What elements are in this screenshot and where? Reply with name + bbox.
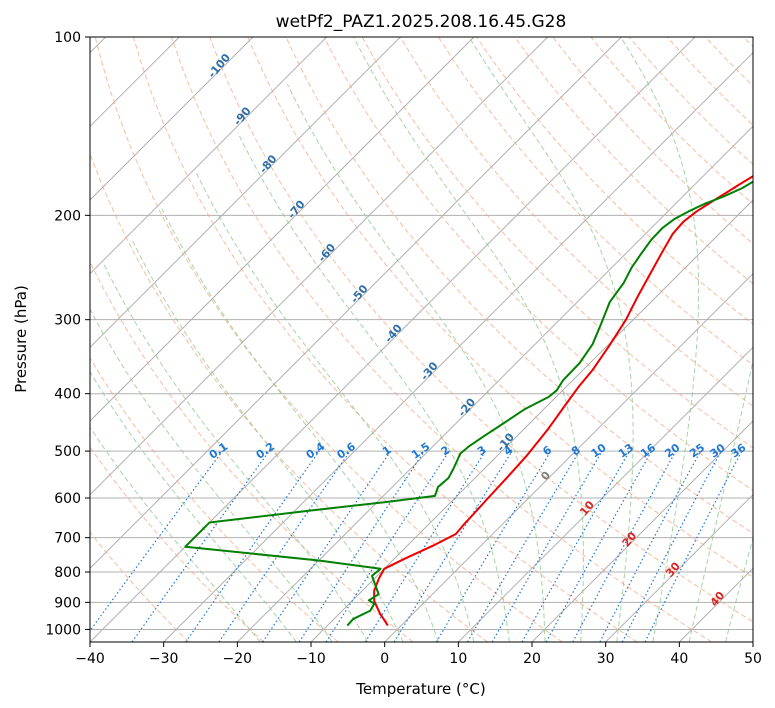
dewpoint-line [184, 180, 753, 627]
y-tick-label: 400 [54, 387, 81, 403]
isotherm-line [90, 37, 328, 275]
isotherm-line [531, 420, 753, 642]
y-tick-label: 200 [54, 208, 81, 224]
y-tick-label: 600 [54, 491, 81, 507]
isotherm-line [384, 272, 753, 642]
mixing-ratio-line [131, 450, 270, 642]
mixing-ratio-line [218, 450, 351, 642]
dry-adiabat-line [90, 260, 414, 642]
dry-adiabat-line [399, 37, 753, 407]
y-tick-label: 500 [54, 444, 81, 460]
mixing-ratio-line [644, 450, 743, 642]
dry-adiabat-line [247, 37, 753, 578]
x-tick-label: 30 [597, 651, 615, 667]
axes: −40 −30 −20 −10 0 10 20 30 40 50 100 200 300 400 500 60… [45, 30, 762, 667]
moist-adiabat-line [90, 426, 261, 642]
temperature-line [373, 175, 753, 627]
y-tick-label: 700 [54, 531, 81, 547]
x-tick-label: −30 [149, 651, 179, 667]
plot-area: 0.1 0.2 0.4 0.6 1 1.5 2 3 4 6 8 10 13 16 20 25 30 36-100-… [90, 37, 753, 642]
isotherm-line [236, 125, 753, 642]
moist-adiabat-line [90, 370, 297, 642]
isotherm-line [90, 37, 475, 422]
mixing-ratio-line [90, 450, 223, 632]
mixing-ratio-line [262, 450, 392, 642]
x-axis-label: Temperature (°C) [355, 680, 485, 698]
isotherm-line [90, 37, 401, 349]
dry-adiabats [90, 37, 753, 642]
dry-adiabat-line [171, 37, 713, 642]
x-tick-label: −10 [296, 651, 326, 667]
plot-frame [89, 36, 754, 643]
mixing-ratio-line [545, 450, 653, 642]
x-tick-label: 50 [744, 651, 762, 667]
dry-adiabat-line [209, 37, 753, 623]
x-tick-label: 0 [380, 651, 389, 667]
isotherm-line [90, 37, 622, 570]
mixing-ratio-lines [90, 450, 743, 642]
dry-adiabat-line [361, 37, 753, 449]
dry-adiabat-line [94, 37, 563, 642]
moist-adiabat-line [725, 536, 753, 642]
y-tick-label: 100 [54, 30, 81, 46]
moist-adiabat-line [620, 37, 700, 642]
dry-adiabat-line [90, 531, 190, 642]
moist-adiabat-line [286, 83, 546, 642]
moist-adiabat-line [102, 262, 369, 642]
y-tick-label: 800 [54, 565, 81, 581]
dry-adiabat-line [90, 446, 264, 642]
moist-adiabat-line [353, 37, 584, 642]
dry-adiabat-line [285, 37, 753, 535]
mixing-ratio-line [572, 450, 677, 642]
mixing-ratio-line [521, 450, 631, 642]
x-tick-label: 20 [523, 651, 541, 667]
y-tick-label: 900 [54, 595, 81, 611]
isotherm-line [90, 37, 254, 201]
dry-adiabat-line [323, 37, 753, 491]
y-axis-label: Pressure (hPa) [12, 285, 30, 393]
isotherm-line [605, 493, 753, 642]
moist-adiabat-line [90, 308, 333, 642]
moist-adiabat-line [131, 239, 404, 642]
isotherm-line [163, 51, 753, 642]
moist-adiabat-line [688, 358, 753, 642]
chart-title: wetPf2_PAZ1.2025.208.16.45.G28 [276, 12, 567, 32]
mixing-ratio-line [393, 450, 513, 642]
x-tick-label: 40 [670, 651, 688, 667]
x-tick-label: −40 [75, 651, 105, 667]
dry-adiabat-line [90, 356, 339, 642]
isotherm-line [457, 346, 753, 642]
sounding-series [184, 175, 753, 627]
y-tick-label: 300 [54, 313, 81, 329]
x-tick-label: 10 [449, 651, 467, 667]
dry-adiabat-line [438, 37, 753, 366]
mixing-ratio-line [325, 450, 450, 642]
dry-adiabat-line [90, 152, 488, 642]
moist-adiabat-line [161, 208, 439, 642]
isotherm-line [90, 37, 549, 496]
dry-adiabat-line [132, 37, 638, 642]
dry-adiabat-line [514, 37, 753, 285]
moist-adiabat-line [237, 132, 510, 642]
y-tick-label: 1000 [45, 622, 81, 638]
x-tick-label: −20 [223, 651, 253, 667]
mixing-ratio-line [185, 450, 320, 642]
